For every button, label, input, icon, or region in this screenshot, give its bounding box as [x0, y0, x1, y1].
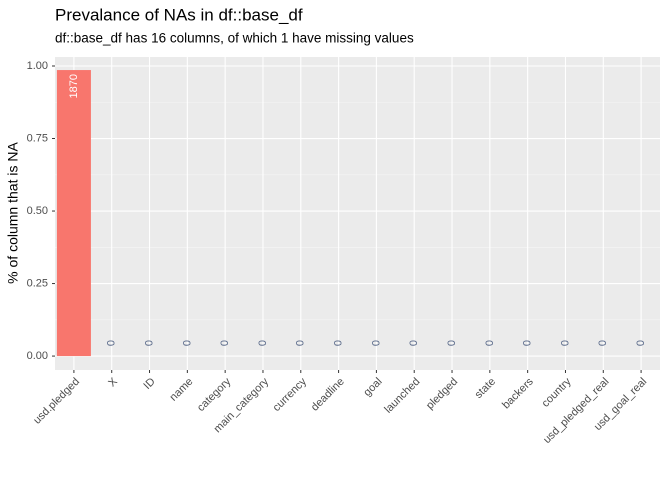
bar-count-label: 0 [295, 340, 307, 346]
bar-count-label: 0 [446, 340, 458, 346]
x-tick-label: launched [382, 376, 422, 416]
y-axis-title: % of column that is NA [5, 142, 21, 284]
bar-count-label: 0 [106, 340, 118, 346]
chart-title: Prevalance of NAs in df::base_df [55, 5, 303, 24]
bar-count-label: 1870 [68, 74, 80, 98]
y-tick-label: 1.00 [27, 60, 48, 72]
x-tick-label: usd.pledged [31, 376, 82, 427]
x-tick-label: goal [361, 376, 384, 399]
x-tick-label: category [195, 375, 234, 414]
bar-count-label: 0 [257, 340, 269, 346]
x-tick-label: country [540, 375, 574, 409]
bar-count-label: 0 [522, 340, 534, 346]
bar-count-label: 0 [333, 340, 345, 346]
x-tick-label: deadline [309, 376, 347, 414]
x-tick-label: state [473, 376, 498, 401]
bar-count-label: 0 [484, 340, 496, 346]
x-tick-label: X [106, 375, 120, 389]
bar-count-label: 0 [635, 340, 647, 346]
bar-count-label: 0 [370, 340, 382, 346]
y-tick-label: 0.75 [27, 132, 48, 144]
bar-count-label: 0 [219, 340, 231, 346]
chart-subtitle: df::base_df has 16 columns, of which 1 h… [55, 31, 414, 46]
bar-count-label: 0 [181, 340, 193, 346]
y-tick-label: 0.50 [27, 205, 48, 217]
x-tick-label: ID [141, 376, 157, 392]
y-tick-label: 0.25 [27, 277, 48, 289]
x-tick-label: pledged [424, 376, 460, 412]
x-tick-label: usd_pledged_real [541, 376, 611, 446]
y-tick-label: 0.00 [27, 350, 48, 362]
x-tick-label: name [168, 376, 196, 404]
x-tick-label: currency [271, 375, 310, 414]
bar-count-label: 0 [408, 340, 420, 346]
x-tick-label: backers [500, 375, 536, 411]
bar [56, 70, 91, 357]
bar-count-label: 0 [597, 340, 609, 346]
plot-panel [55, 57, 660, 370]
bar-count-label: 0 [559, 340, 571, 346]
bar-count-label: 0 [143, 340, 155, 346]
